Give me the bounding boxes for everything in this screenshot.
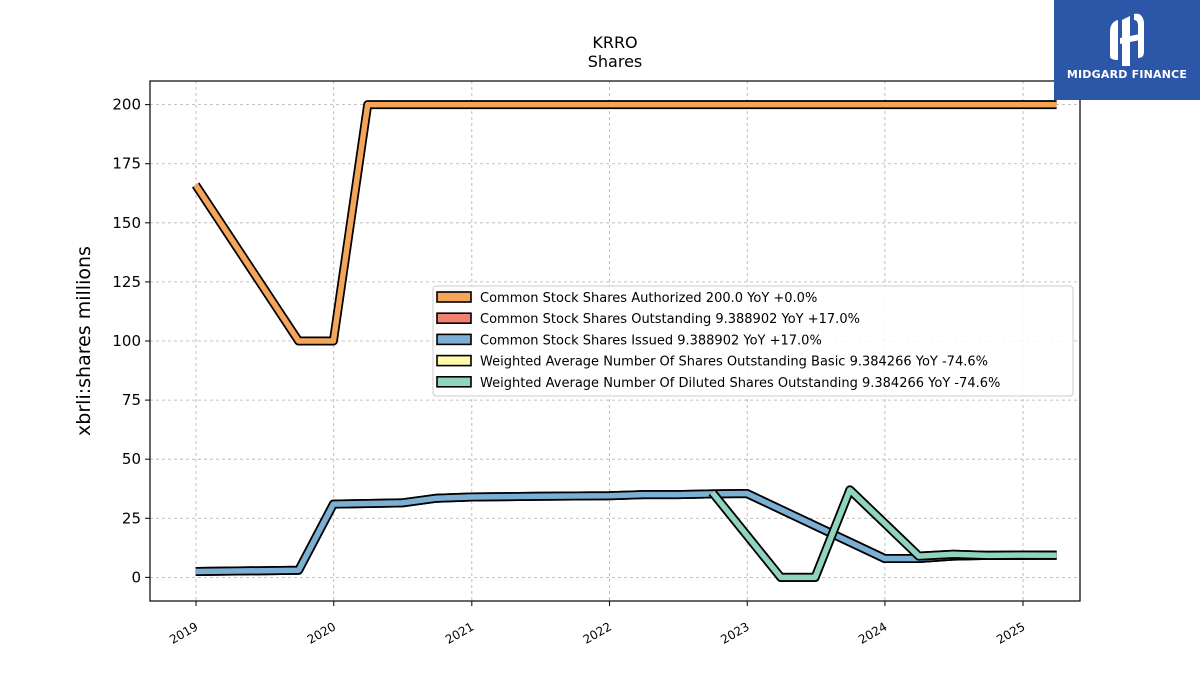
y-tick-label: 125 xyxy=(112,273,141,291)
x-tick-label: 2019 xyxy=(167,619,200,646)
chart-title: KRRO xyxy=(592,33,637,52)
y-tick-label: 100 xyxy=(112,332,141,350)
y-tick-label: 175 xyxy=(112,155,141,173)
y-tick-label: 150 xyxy=(112,214,141,232)
brand-mark-icon xyxy=(1110,13,1144,66)
y-tick-label: 25 xyxy=(122,509,141,527)
chart-subtitle: Shares xyxy=(588,52,643,71)
legend-label: Common Stock Shares Authorized 200.0 YoY… xyxy=(480,291,817,306)
legend-label: Common Stock Shares Issued 9.388902 YoY … xyxy=(480,333,822,348)
legend-swatch xyxy=(436,291,472,303)
y-axis-label: xbrli:shares millions xyxy=(73,246,95,436)
legend-swatch xyxy=(436,312,472,325)
brand-logo-text: MIDGARD FINANCE xyxy=(1066,68,1188,81)
legend-label: Weighted Average Number Of Shares Outsta… xyxy=(480,355,988,370)
brand-logo: MIDGARD FINANCE xyxy=(1054,0,1200,100)
x-tick-label: 2023 xyxy=(718,619,751,646)
series-layer xyxy=(191,100,1057,582)
x-tick-label: 2020 xyxy=(305,619,338,646)
x-tick-label: 2025 xyxy=(994,619,1027,646)
series-line-5 xyxy=(708,485,1057,582)
legend-swatch xyxy=(436,375,472,388)
y-tick-label: 200 xyxy=(112,96,141,114)
legend-label: Common Stock Shares Outstanding 9.388902… xyxy=(480,312,860,327)
series-line-1 xyxy=(191,100,1057,346)
legend-label: Weighted Average Number Of Diluted Share… xyxy=(480,376,1000,391)
y-tick-label: 50 xyxy=(122,450,141,468)
legend: Common Stock Shares Authorized 200.0 YoY… xyxy=(432,285,1074,397)
y-tick-label: 75 xyxy=(122,391,141,409)
legend-swatch xyxy=(436,354,472,367)
y-tick-label: 0 xyxy=(131,568,141,586)
legend-swatch xyxy=(436,333,472,346)
x-tick-label: 2022 xyxy=(581,619,614,646)
legend-box xyxy=(432,285,1074,397)
x-tick-label: 2021 xyxy=(443,619,476,646)
x-tick-label: 2024 xyxy=(856,619,889,646)
